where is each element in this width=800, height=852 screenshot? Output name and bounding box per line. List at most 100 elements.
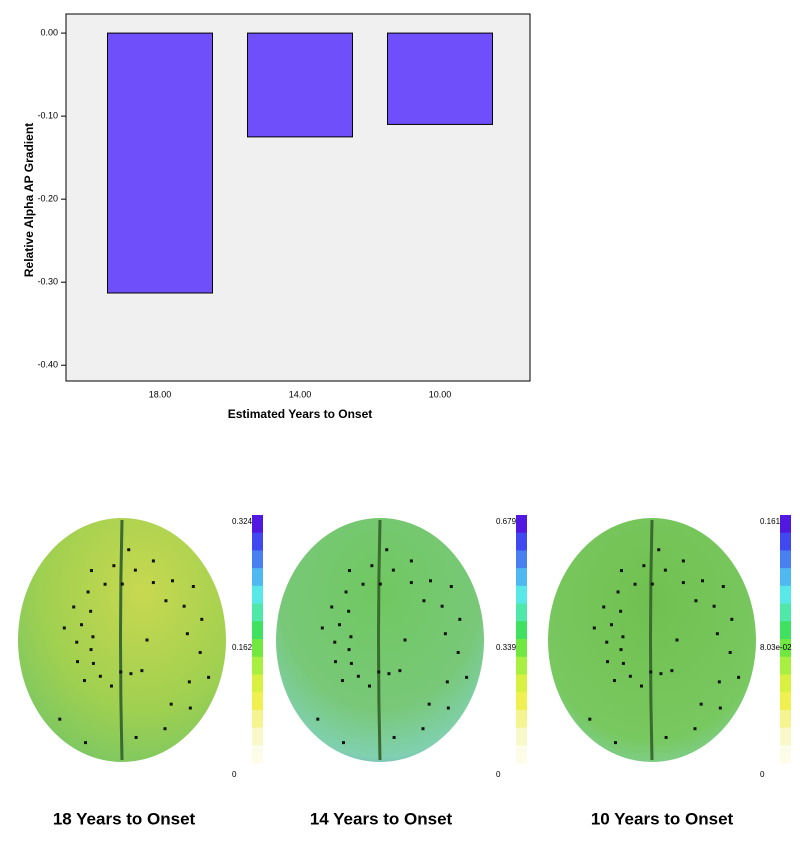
electrode [737, 675, 741, 679]
electrode [191, 584, 195, 588]
electrode [72, 605, 76, 609]
colorbar-step [252, 532, 263, 551]
y-tick-label: -0.10 [37, 111, 58, 121]
electrode [730, 617, 734, 621]
electrode [347, 609, 351, 613]
electrode [619, 648, 623, 652]
y-tick-label: 0.00 [40, 27, 58, 37]
colorbar-step [516, 709, 527, 729]
electrode [628, 674, 632, 678]
electrode [120, 582, 124, 586]
electrode [657, 548, 661, 552]
electrode [443, 632, 447, 636]
colorbar-step [516, 727, 527, 746]
electrode [621, 661, 625, 665]
electrode [98, 674, 102, 678]
colorbar-step [780, 585, 791, 605]
electrode [675, 638, 679, 642]
electrode [606, 660, 610, 664]
electrode [330, 605, 334, 609]
electrode [62, 626, 66, 630]
electrode [712, 604, 716, 608]
electrode [427, 702, 431, 706]
electrode [140, 669, 144, 673]
electrode [334, 660, 338, 664]
electrode [728, 650, 732, 654]
electrode [403, 638, 407, 642]
electrode [344, 590, 348, 594]
electrode [188, 706, 192, 710]
colorbar-step [516, 639, 527, 658]
electrode [185, 632, 189, 636]
electrode [129, 672, 133, 676]
colorbar-step [252, 709, 263, 729]
colorbar-step [516, 692, 527, 711]
colorbar-step [252, 639, 263, 658]
electrode [112, 564, 116, 568]
x-axis-label: Estimated Years to Onset [228, 407, 373, 421]
colorbar-step [252, 692, 263, 711]
electrode [163, 727, 167, 731]
electrode [76, 660, 80, 664]
electrode [446, 706, 450, 710]
colorbar-label: 0.161 [760, 517, 781, 526]
electrode [385, 548, 389, 552]
electrode [633, 582, 637, 586]
x-tick-label: 14.00 [289, 389, 312, 399]
colorbar-step [780, 603, 791, 622]
electrode [670, 669, 674, 673]
colorbar-step [516, 674, 527, 693]
y-tick-label: -0.20 [37, 194, 58, 204]
colorbar-step [252, 674, 263, 693]
colorbar-step [252, 568, 263, 587]
colorbar-step [780, 639, 791, 658]
electrode [387, 672, 391, 676]
electrode [356, 674, 360, 678]
colorbar-step [780, 727, 791, 746]
colorbar-step [780, 692, 791, 711]
fissure [377, 519, 382, 761]
electrode [333, 640, 337, 644]
colorbar-step [252, 550, 263, 569]
fissure [119, 519, 124, 761]
electrode [422, 599, 426, 603]
electrode [619, 569, 623, 573]
electrode [320, 626, 324, 630]
bar [247, 32, 353, 138]
electrode [349, 635, 353, 639]
electrode [58, 717, 62, 721]
electrode [169, 702, 173, 706]
x-tick-label: 10.00 [429, 389, 452, 399]
electrode [89, 569, 93, 573]
colorbar-step [252, 621, 263, 640]
electrode [370, 564, 374, 568]
electrode [619, 609, 623, 613]
panel-caption: 10 Years to Onset [591, 809, 734, 828]
colorbar-step [516, 585, 527, 605]
electrode [693, 727, 697, 731]
electrode [349, 661, 353, 665]
electrode [198, 650, 202, 654]
electrode [616, 590, 620, 594]
electrode [80, 623, 84, 627]
electrode [347, 648, 351, 652]
electrode [663, 568, 667, 572]
colorbar-step [252, 515, 263, 534]
electrode [75, 640, 79, 644]
electrode [182, 604, 186, 608]
colorbar-step [780, 621, 791, 640]
electrode [134, 735, 138, 739]
electrode [82, 679, 86, 683]
colorbar-step [252, 603, 263, 622]
electrode [200, 617, 204, 621]
electrode [377, 670, 381, 674]
electrode [84, 741, 88, 745]
fissure [649, 519, 654, 761]
colorbar-step [780, 745, 791, 764]
electrode [605, 640, 609, 644]
colorbar-label: 0 [496, 770, 501, 779]
electrode [650, 582, 654, 586]
electrode [316, 717, 320, 721]
electrode [391, 568, 395, 572]
